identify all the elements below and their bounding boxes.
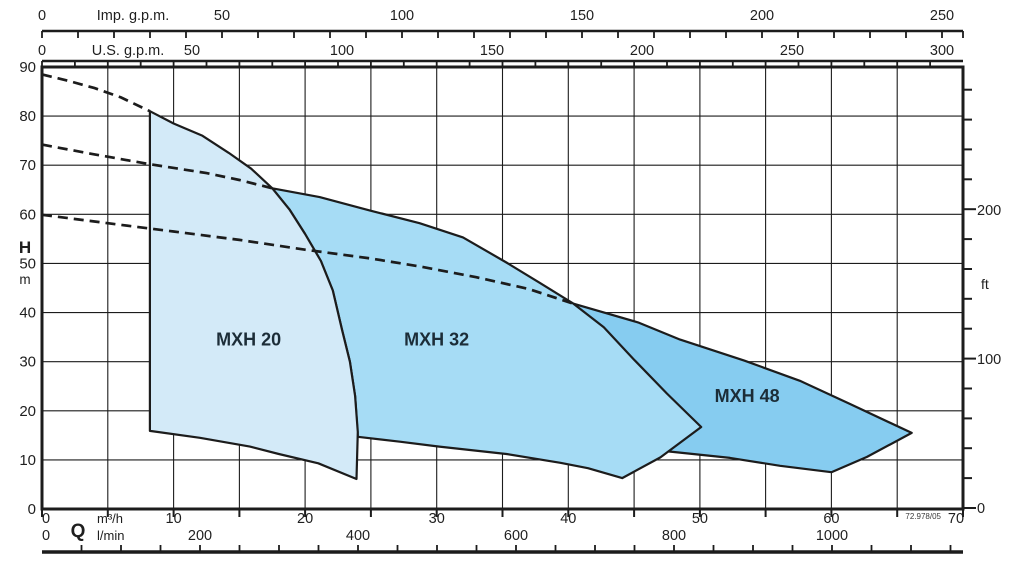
q-lmin-tick-label: 400 [346, 528, 370, 544]
region-mxh-20 [148, 110, 359, 481]
q-m3h-tick-label: 20 [297, 511, 313, 527]
region-label: MXH 48 [715, 386, 780, 406]
h-m-tick-label: 30 [19, 354, 36, 371]
region-label: MXH 20 [216, 330, 281, 350]
q-lmin-unit: l/min [97, 528, 124, 543]
max-head-mxh48-curve [41, 213, 574, 305]
q-lmin-tick-label: 800 [662, 528, 686, 544]
imp-gpm-tick-label: 0 [38, 8, 46, 24]
imp-gpm-axis: 0 50 100 150 200 250 Imp. g.p.m. [38, 8, 964, 38]
ft-tick-label: 100 [977, 352, 1001, 368]
imp-gpm-tick-label: 150 [570, 8, 594, 24]
h-m-tick-label: 80 [19, 108, 36, 125]
h-m-tick-label: 90 [19, 59, 36, 76]
q-m3h-tick-label: 30 [429, 511, 445, 527]
us-gpm-axis: 0 50 100 150 200 250 300 U.S. g.p.m. [38, 43, 963, 67]
imp-gpm-tick-label: 200 [750, 8, 774, 24]
h-m-tick-label: 50 [19, 255, 36, 272]
q-lmin-tick-label: 600 [504, 528, 528, 544]
ft-axis-unit: ft [981, 276, 989, 292]
us-gpm-tick-label: 0 [38, 43, 46, 59]
h-m-tick-label: 40 [19, 305, 36, 322]
q-m3h-tick-label: 10 [166, 511, 182, 527]
ft-axis: 200 100 0 ft [963, 88, 1001, 517]
h-m-tick-label: 20 [19, 403, 36, 420]
h-m-tick-label: 70 [19, 157, 36, 174]
us-gpm-tick-label: 300 [930, 43, 954, 59]
q-lmin-tick-label: 1000 [816, 528, 848, 544]
q-m3h-tick-label: 70 [948, 511, 964, 527]
max-head-mxh20-curve [41, 73, 151, 113]
q-lmin-tick-label: 0 [42, 528, 50, 544]
us-gpm-tick-label: 250 [780, 43, 804, 59]
h-axis-unit: m [19, 272, 30, 287]
h-m-tick-label: 0 [28, 501, 36, 518]
imp-gpm-tick-label: 50 [214, 8, 230, 24]
h-axis-letter: H [19, 238, 31, 257]
ft-tick-label: 0 [977, 501, 985, 517]
q-m3h-tick-label: 0 [42, 511, 50, 527]
h-m-axis: 0 10 20 30 40 50 60 70 80 90 Hm [19, 59, 36, 518]
q-m3h-tick-label: 60 [823, 511, 839, 527]
q-m3h-tick-label: 50 [692, 511, 708, 527]
us-gpm-tick-label: 100 [330, 43, 354, 59]
q-m3h-unit: m³/h [97, 511, 123, 526]
q-m3h-tick-label: 40 [560, 511, 576, 527]
catalog-code: 72.978/05 [905, 512, 941, 521]
imp-gpm-tick-label: 250 [930, 8, 954, 24]
region-labels: MXH 48 MXH 32 MXH 20 [216, 330, 780, 406]
us-gpm-tick-label: 200 [630, 43, 654, 59]
dashed-max-head-curves [41, 73, 574, 305]
us-gpm-tick-label: 150 [480, 43, 504, 59]
h-m-tick-label: 60 [19, 206, 36, 223]
region-label: MXH 32 [404, 330, 469, 350]
q-lmin-tick-label: 200 [188, 528, 212, 544]
imp-gpm-tick-label: 100 [390, 8, 414, 24]
us-gpm-tick-label: 50 [184, 43, 200, 59]
us-gpm-axis-title: U.S. g.p.m. [92, 43, 165, 59]
ft-tick-label: 200 [977, 203, 1001, 219]
q-lmin-axis: 0 200 400 600 800 1000 [42, 528, 963, 554]
q-axis-letter: Q [71, 521, 86, 542]
q-m3h-axis: 0 10 20 30 40 50 60 70 Qm³/h l/min [41, 509, 964, 543]
imp-gpm-axis-title: Imp. g.p.m. [97, 8, 170, 24]
h-m-tick-label: 10 [19, 452, 36, 469]
